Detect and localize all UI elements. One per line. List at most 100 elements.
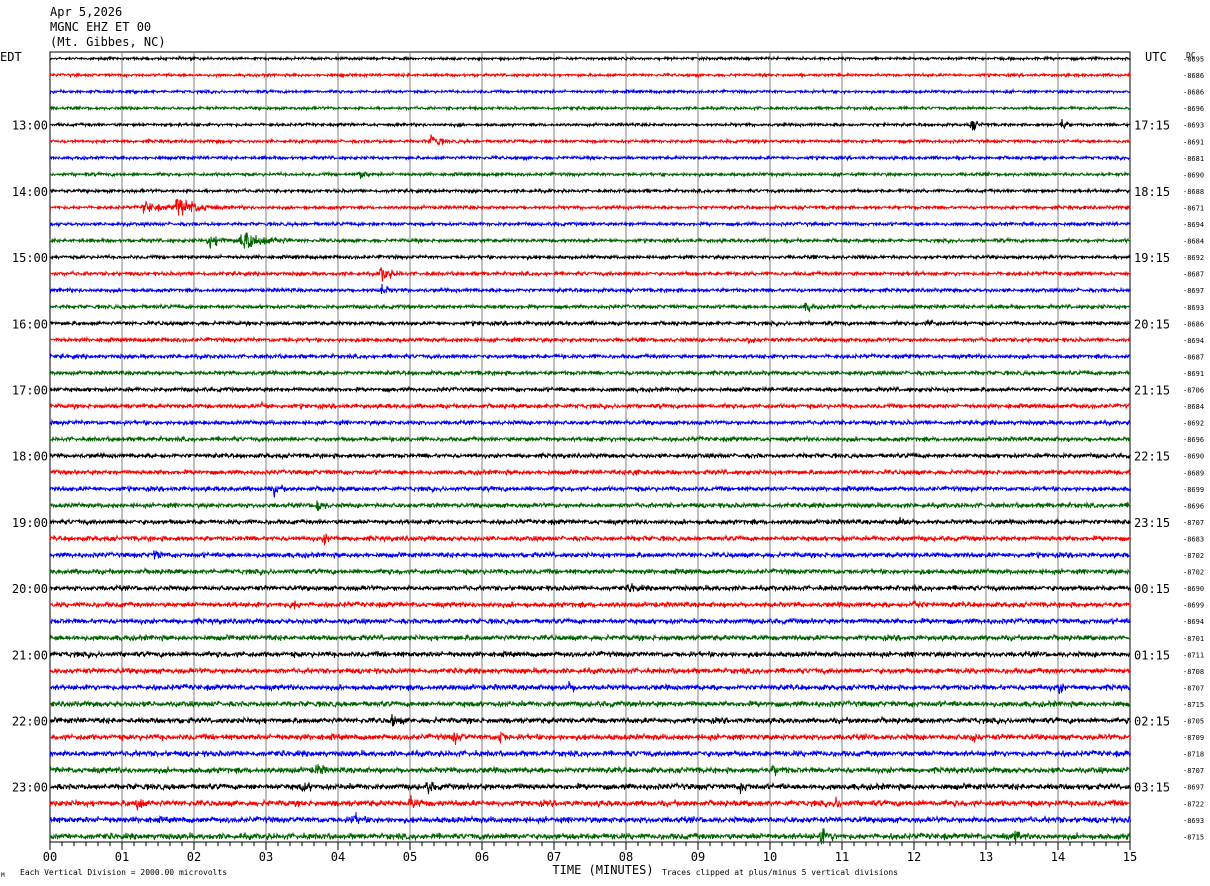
- seismic-trace-39: [49, 699, 1131, 709]
- right-hour-label: 01:15: [1134, 648, 1170, 662]
- dc-offset-label: -8699: [1183, 602, 1204, 610]
- seismic-trace-25: [49, 468, 1131, 477]
- dc-offset-label: -8693: [1183, 122, 1204, 130]
- footer-clip-note: Traces clipped at plus/minus 5 vertical …: [662, 868, 898, 877]
- x-axis-title: TIME (MINUTES): [552, 863, 653, 877]
- left-hour-label: 16:00: [12, 317, 48, 331]
- seismic-trace-7: [49, 170, 1131, 180]
- dc-offset-label: -8701: [1183, 635, 1204, 643]
- seismic-trace-36: [49, 649, 1131, 660]
- dc-offset-label: -8692: [1183, 420, 1204, 428]
- dc-offset-label: -8715: [1183, 833, 1204, 841]
- dc-offset-label: -8702: [1183, 552, 1204, 560]
- dc-offset-label: -8697: [1183, 784, 1204, 792]
- dc-offset-label: -8707: [1183, 684, 1204, 692]
- dc-offset-label: -8722: [1183, 800, 1204, 808]
- right-hour-label: 21:15: [1134, 384, 1170, 398]
- dc-offset-label: -8684: [1183, 403, 1204, 411]
- dc-offset-label: -8686: [1183, 320, 1204, 328]
- header-station: MGNC EHZ ET 00: [50, 20, 151, 34]
- dc-offset-label: -8696: [1183, 502, 1204, 510]
- grid: [49, 51, 1131, 850]
- footer-scale-note: Each Vertical Division = 2000.00 microvo…: [20, 868, 227, 877]
- seismic-trace-21: [49, 401, 1131, 411]
- dc-offset-label: -8715: [1183, 701, 1204, 709]
- dc-offset-label: -8686: [1183, 89, 1204, 97]
- x-tick-label: 14: [1051, 850, 1065, 864]
- left-hour-label: 23:00: [12, 781, 48, 795]
- x-tick-label: 12: [907, 850, 921, 864]
- right-hour-label: 19:15: [1134, 251, 1170, 265]
- x-tick-label: 15: [1123, 850, 1137, 864]
- dc-label: DC: [1186, 51, 1196, 60]
- left-hour-label: 15:00: [12, 251, 48, 265]
- dc-offset-label: -8681: [1183, 155, 1204, 163]
- x-tick-label: 11: [835, 850, 849, 864]
- dc-offset-label: -8694: [1183, 618, 1204, 626]
- seismic-trace-0: [49, 55, 1131, 63]
- dc-offset-label: -8694: [1183, 337, 1204, 345]
- dc-offset-label: -8708: [1183, 668, 1204, 676]
- seismic-trace-5: [49, 134, 1131, 146]
- left-hour-label: 20:00: [12, 582, 48, 596]
- seismic-trace-11: [49, 232, 1131, 249]
- trace-group: [49, 55, 1131, 845]
- seismic-trace-27: [49, 500, 1131, 511]
- seismic-trace-33: [49, 600, 1131, 610]
- seismic-trace-35: [49, 633, 1131, 643]
- seismic-trace-2: [49, 87, 1131, 96]
- header-date: Apr 5,2026: [50, 5, 122, 19]
- seismic-trace-8: [49, 187, 1131, 195]
- dc-offset-label: -8707: [1183, 519, 1204, 527]
- seismic-trace-42: [49, 749, 1131, 759]
- right-hour-label: 03:15: [1134, 781, 1170, 795]
- x-tick-label: 08: [619, 850, 633, 864]
- x-tick-label: 13: [979, 850, 993, 864]
- right-hour-label: 17:15: [1134, 119, 1170, 133]
- left-hour-label: 22:00: [12, 715, 48, 729]
- dc-offset-label: -8697: [1183, 287, 1204, 295]
- seismic-trace-14: [49, 283, 1131, 295]
- seismic-trace-3: [49, 104, 1131, 112]
- right-hour-label: 18:15: [1134, 185, 1170, 199]
- x-tick-label: 10: [763, 850, 777, 864]
- dc-offset-label: -8691: [1183, 138, 1204, 146]
- seismic-trace-15: [49, 302, 1131, 313]
- seismic-trace-24: [49, 451, 1131, 461]
- seismic-trace-12: [49, 253, 1131, 262]
- dc-offset-label: -8696: [1183, 436, 1204, 444]
- left-hour-label: 18:00: [12, 450, 48, 464]
- seismic-trace-34: [49, 616, 1131, 626]
- right-hour-label: 02:15: [1134, 715, 1170, 729]
- seismic-trace-43: [49, 764, 1131, 777]
- dc-offset-label: -8689: [1183, 469, 1204, 477]
- seismic-trace-6: [49, 154, 1131, 162]
- dc-offset-label: -8705: [1183, 718, 1204, 726]
- x-tick-label: 01: [115, 850, 129, 864]
- dc-offset-label: -8692: [1183, 254, 1204, 262]
- dc-offset-label: -8696: [1183, 105, 1204, 113]
- label-group: 00 01 02 03 04 05 06 07 08 09 10 11 12 13 14 15 -8695 -86…: [12, 56, 1204, 865]
- seismic-trace-44: [49, 781, 1131, 795]
- dc-offset-label: -8702: [1183, 569, 1204, 577]
- dc-offset-label: -8693: [1183, 817, 1204, 825]
- seismic-trace-30: [49, 550, 1131, 560]
- seismic-trace-38: [49, 680, 1131, 694]
- seismic-trace-29: [49, 533, 1131, 546]
- left-timezone-label: EDT: [0, 50, 22, 64]
- seismic-trace-10: [49, 220, 1131, 228]
- seismic-trace-20: [49, 385, 1131, 394]
- footer-mark: M: [1, 872, 5, 879]
- seismic-trace-28: [49, 516, 1131, 527]
- dc-offset-label: -8711: [1183, 651, 1204, 659]
- seismic-trace-31: [49, 566, 1131, 577]
- right-hour-label: 20:15: [1134, 317, 1170, 331]
- x-tick-label: 00: [43, 850, 57, 864]
- dc-offset-label: -8687: [1183, 353, 1204, 361]
- seismic-trace-17: [49, 335, 1131, 345]
- dc-offset-label: -8706: [1183, 387, 1204, 395]
- seismic-trace-18: [49, 352, 1131, 361]
- left-hour-label: 21:00: [12, 648, 48, 662]
- dc-offset-label: -8709: [1183, 734, 1204, 742]
